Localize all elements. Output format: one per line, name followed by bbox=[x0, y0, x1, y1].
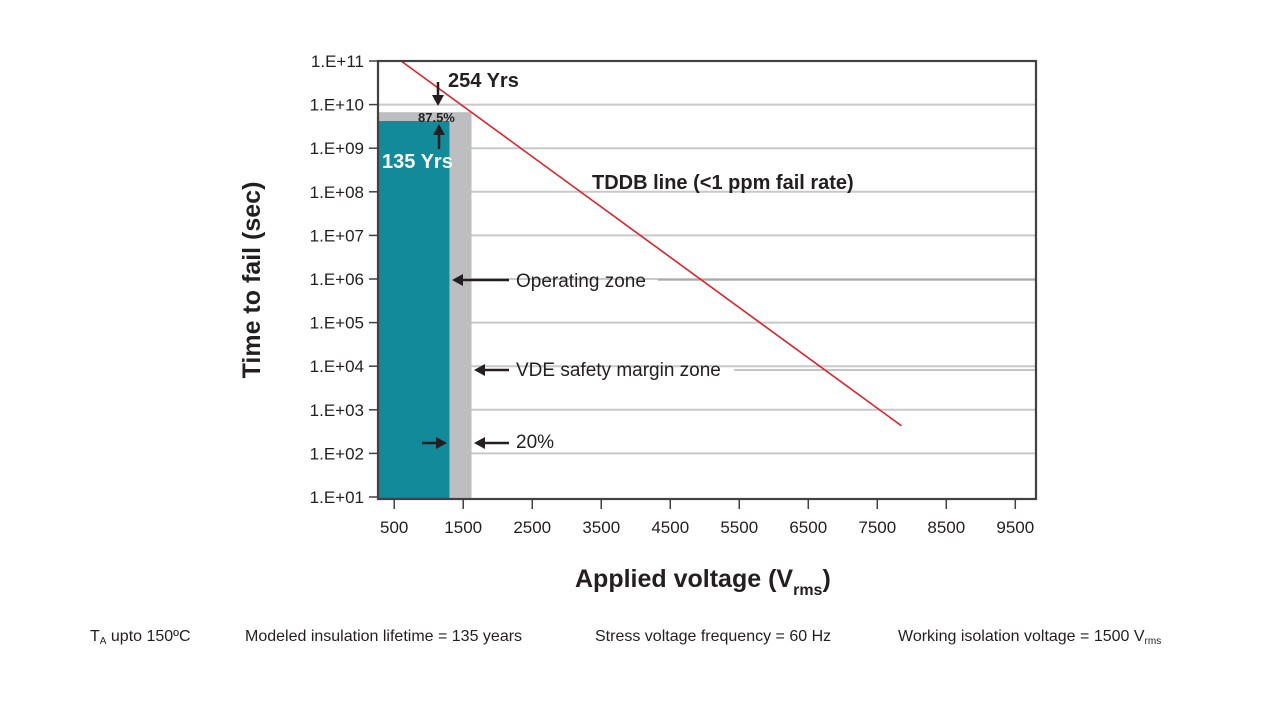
annotation-ratio: 87.5% bbox=[418, 110, 455, 125]
operating-zone-rect bbox=[378, 121, 450, 499]
y-ticks: 1.E+01 1.E+02 1.E+03 1.E+04 1.E+05 1.E+06 1.E+… bbox=[310, 52, 378, 507]
footer-temperature: TA upto 150ºC bbox=[90, 628, 191, 647]
x-tick-label: 8500 bbox=[927, 518, 965, 537]
x-tick-label: 4500 bbox=[651, 518, 689, 537]
tddb-line-label: TDDB line (<1 ppm fail rate) bbox=[592, 172, 854, 194]
temp-sub: A bbox=[99, 636, 107, 647]
y-tick-label: 1.E+06 bbox=[310, 270, 364, 289]
x-tick-label: 7500 bbox=[858, 518, 896, 537]
y-tick-label: 1.E+01 bbox=[310, 488, 364, 507]
y-axis-title: Time to fail (sec) bbox=[238, 182, 266, 379]
working-prefix: Working isolation voltage = 1500 V bbox=[898, 628, 1145, 645]
arrow-left-operating-icon bbox=[452, 274, 509, 286]
x-tick-label: 1500 bbox=[444, 518, 482, 537]
arrow-up-135-icon bbox=[433, 124, 445, 149]
y-tick-label: 1.E+10 bbox=[310, 96, 364, 115]
arrows bbox=[422, 82, 509, 449]
x-ticks: 500 1500 2500 3500 4500 5500 6500 7500 8500 9500 bbox=[380, 499, 1034, 537]
x-axis-title-main: Applied voltage (V bbox=[575, 565, 793, 593]
x-axis-title: Applied voltage (Vrms) bbox=[575, 565, 831, 599]
footer-frequency: Stress voltage frequency = 60 Hz bbox=[595, 628, 832, 645]
margin-percent-label: 20% bbox=[516, 432, 554, 453]
x-axis-title-close: ) bbox=[822, 565, 830, 593]
operating-zone-label: Operating zone bbox=[516, 271, 646, 292]
leader-lines bbox=[658, 279, 1036, 371]
y-tick-label: 1.E+05 bbox=[310, 314, 364, 333]
x-tick-label: 3500 bbox=[582, 518, 620, 537]
y-tick-label: 1.E+08 bbox=[310, 183, 364, 202]
y-tick-label: 1.E+09 bbox=[310, 139, 364, 158]
y-tick-label: 1.E+04 bbox=[310, 357, 364, 376]
tddb-line bbox=[400, 60, 902, 427]
x-axis-title-sub: rms bbox=[793, 582, 822, 599]
footer-working-voltage: Working isolation voltage = 1500 Vrms bbox=[898, 628, 1161, 647]
vde-zone-label: VDE safety margin zone bbox=[516, 360, 721, 381]
y-tick-label: 1.E+11 bbox=[311, 52, 364, 71]
y-tick-label: 1.E+03 bbox=[310, 401, 364, 420]
working-sub: rms bbox=[1144, 636, 1162, 647]
y-tick-label: 1.E+02 bbox=[310, 444, 364, 463]
temp-suffix: upto 150ºC bbox=[106, 628, 191, 645]
x-tick-label: 500 bbox=[380, 518, 408, 537]
x-tick-label: 6500 bbox=[789, 518, 827, 537]
plot-frame bbox=[376, 59, 1038, 501]
x-tick-label: 9500 bbox=[996, 518, 1034, 537]
annotation-135-yrs: 135 Yrs bbox=[382, 151, 453, 173]
y-tick-label: 1.E+07 bbox=[310, 226, 364, 245]
annotation-254-yrs: 254 Yrs bbox=[448, 70, 519, 92]
arrow-left-20pct-icon bbox=[474, 437, 509, 449]
arrow-right-20pct-icon bbox=[422, 437, 447, 449]
axes bbox=[376, 59, 1038, 501]
arrow-left-vde-icon bbox=[474, 364, 509, 376]
footer-lifetime: Modeled insulation lifetime = 135 years bbox=[245, 628, 523, 645]
x-tick-label: 2500 bbox=[513, 518, 551, 537]
zones bbox=[378, 112, 472, 499]
x-tick-label: 5500 bbox=[720, 518, 758, 537]
series bbox=[400, 60, 902, 427]
arrow-down-254-icon bbox=[432, 82, 444, 106]
temp-prefix: T bbox=[90, 628, 100, 645]
